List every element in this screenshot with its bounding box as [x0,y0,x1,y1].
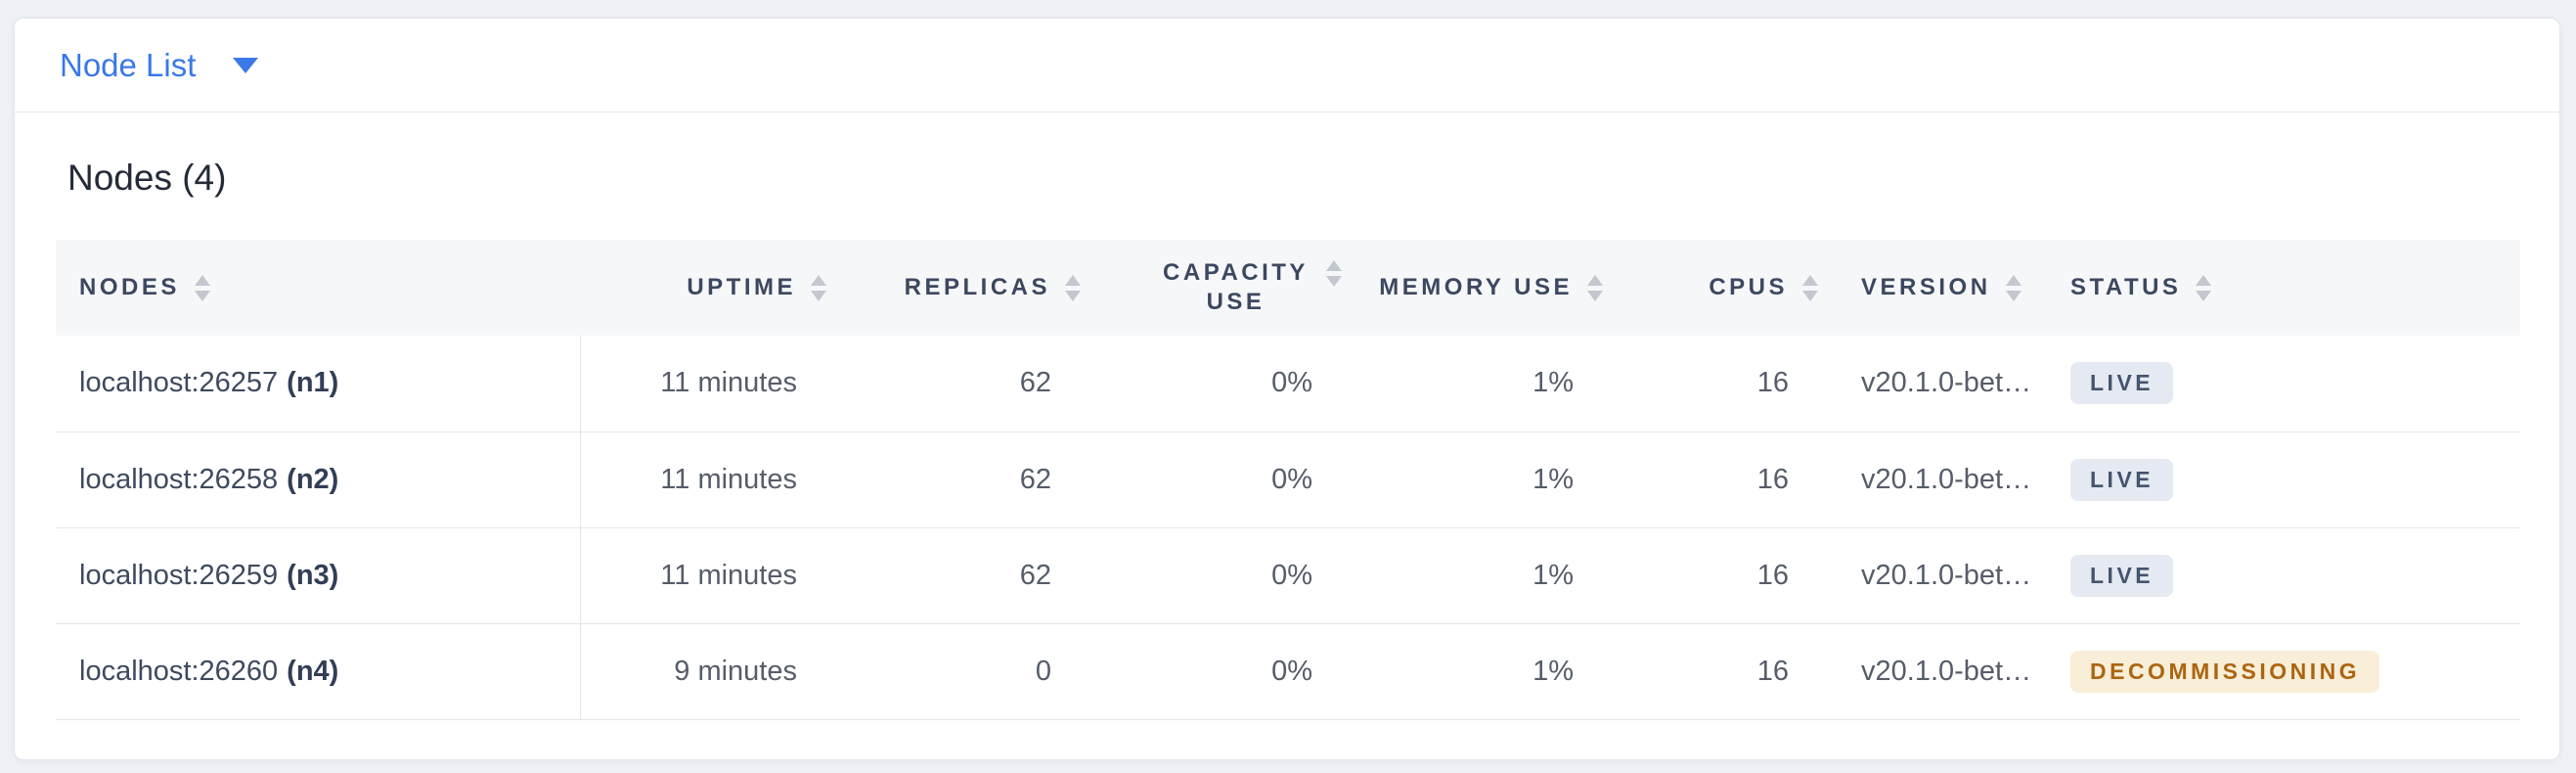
replicas-cell: 62 [842,336,1096,432]
memory-use-cell: 1% [1357,527,1619,624]
table-row[interactable]: localhost:26257 (n1) 11 minutes 62 0% 1% … [56,336,2520,432]
node-id: (n1) [287,367,339,399]
node-address: localhost:26259 [79,559,279,591]
node-list-card: Node List Nodes (4) NODES UPTIME [14,18,2560,760]
status-cell: DECOMMISSIONING [2045,623,2520,720]
column-header-capacity-use[interactable]: CAPACITY USE [1096,240,1357,336]
view-selector-bar: Node List [15,19,2559,113]
column-header-version[interactable]: VERSION [1834,240,2045,336]
cpus-cell: 16 [1619,336,1834,432]
view-selector-label: Node List [60,47,197,83]
status-cell: LIVE [2045,336,2520,432]
sort-arrows-icon[interactable] [2005,274,2021,301]
uptime-cell: 11 minutes [580,336,842,432]
sort-arrows-icon[interactable] [2196,274,2212,301]
node-address-cell: localhost:26257 (n1) [56,336,581,432]
column-header-replicas[interactable]: REPLICAS [842,240,1096,336]
status-cell: LIVE [2045,527,2520,624]
replicas-cell: 62 [842,527,1096,624]
node-id: (n2) [287,463,339,495]
column-header-nodes[interactable]: NODES [56,240,580,336]
sort-arrows-icon[interactable] [1326,259,1342,287]
capacity-use-cell: 0% [1096,432,1357,528]
sort-arrows-icon[interactable] [811,274,826,301]
status-badge: LIVE [2070,554,2174,597]
uptime-cell: 11 minutes [580,527,842,624]
sort-arrows-icon[interactable] [194,274,210,301]
caret-down-icon [233,57,259,73]
version-cell: v20.1.0-bet… [1834,432,2045,528]
replicas-cell: 0 [842,623,1096,720]
nodes-table: NODES UPTIME REPLICAS CAPACITY USE MEMOR… [56,240,2520,720]
node-address-cell: localhost:26258 (n2) [56,432,581,528]
table-header-row: NODES UPTIME REPLICAS CAPACITY USE MEMOR… [56,240,2520,336]
status-badge: DECOMMISSIONING [2070,650,2380,693]
status-badge: LIVE [2070,458,2174,501]
table-row[interactable]: localhost:26259 (n3) 11 minutes 62 0% 1% … [56,527,2520,624]
memory-use-cell: 1% [1357,432,1619,528]
sort-arrows-icon[interactable] [1065,274,1081,301]
nodes-panel: Nodes (4) NODES UPTIME REPLICAS [15,113,2559,759]
sort-arrows-icon[interactable] [1587,274,1603,301]
node-address-cell: localhost:26260 (n4) [56,623,581,720]
column-header-status[interactable]: STATUS [2045,240,2520,336]
column-header-cpus[interactable]: CPUS [1619,240,1834,336]
cpus-cell: 16 [1619,432,1834,528]
memory-use-cell: 1% [1357,623,1619,720]
sort-arrows-icon[interactable] [1802,274,1818,301]
column-header-memory-use[interactable]: MEMORY USE [1357,240,1619,336]
uptime-cell: 9 minutes [580,623,842,720]
node-id: (n4) [287,655,339,687]
version-cell: v20.1.0-bet… [1834,623,2045,720]
memory-use-cell: 1% [1357,336,1619,432]
node-address-cell: localhost:26259 (n3) [56,527,581,624]
node-address: localhost:26257 [79,367,279,399]
version-cell: v20.1.0-bet… [1834,336,2045,432]
cpus-cell: 16 [1619,527,1834,624]
status-badge: LIVE [2070,362,2174,405]
status-cell: LIVE [2045,432,2520,528]
replicas-cell: 62 [842,432,1096,528]
node-id: (n3) [287,559,339,591]
capacity-use-cell: 0% [1096,527,1357,624]
node-address: localhost:26258 [79,463,279,495]
capacity-use-cell: 0% [1096,336,1357,432]
version-cell: v20.1.0-bet… [1834,527,2045,624]
table-row[interactable]: localhost:26260 (n4) 9 minutes 0 0% 1% 16… [56,623,2520,720]
node-address: localhost:26260 [79,655,279,687]
cpus-cell: 16 [1619,623,1834,720]
column-header-uptime[interactable]: UPTIME [580,240,842,336]
page-title: Nodes (4) [67,158,227,198]
uptime-cell: 11 minutes [580,432,842,528]
view-selector-dropdown[interactable]: Node List [60,47,259,83]
capacity-use-cell: 0% [1096,623,1357,720]
table-row[interactable]: localhost:26258 (n2) 11 minutes 62 0% 1% … [56,432,2520,528]
